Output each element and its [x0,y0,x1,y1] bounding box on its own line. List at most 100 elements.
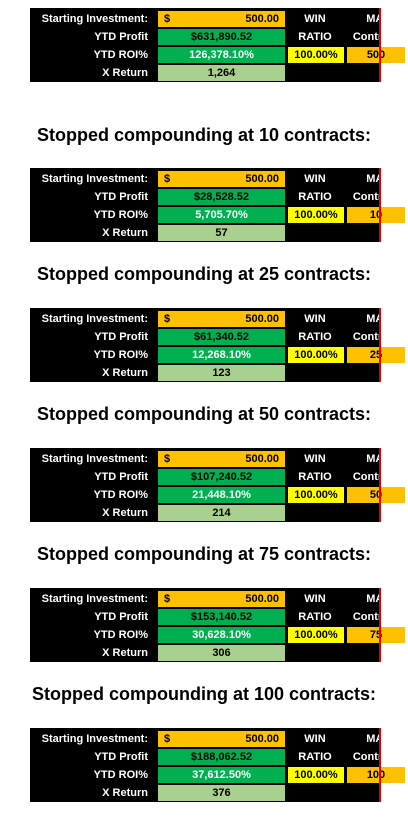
ratio-header: RATIO [298,31,332,43]
results-table: Starting Investment: $ 500.00 WIN MAX YT… [30,728,405,802]
x-return-value: 306 [158,645,285,661]
ratio-header: RATIO [298,751,332,763]
max-header: MAX [347,591,408,607]
section-title: Stopped compounding at 50 contracts: [36,404,372,424]
investment-amount: 500.00 [245,173,279,185]
max-contracts-value: 500 [347,47,405,63]
x-return-label: X Return [102,367,148,379]
ytd-profit-label: YTD Profit [94,31,148,43]
max-contracts-value: 50 [347,487,405,503]
ytd-roi-label: YTD ROI% [93,629,148,641]
contracts-header: Contracts [347,469,408,485]
contracts-header: Contracts [347,609,408,625]
x-return-label: X Return [102,67,148,79]
win-ratio-value: 100.00% [288,47,344,63]
results-table: Starting Investment: $ 500.00 WIN MAX YT… [30,168,405,242]
section-title: Stopped compounding at 100 contracts: [31,684,377,704]
ytd-profit-label: YTD Profit [94,611,148,623]
results-table: Starting Investment: $ 500.00 WIN MAX YT… [30,308,405,382]
section-title: Stopped compounding at 10 contracts: [36,125,372,145]
win-header: WIN [304,593,326,605]
max-header: MAX [347,171,408,187]
ytd-profit-value: $631,890.52 [158,29,285,45]
ratio-header: RATIO [298,191,332,203]
max-contracts-value: 25 [347,347,405,363]
win-header: WIN [304,453,326,465]
section-title: Stopped compounding at 75 contracts: [36,544,372,564]
dollar-sign: $ [164,733,171,745]
starting-investment-label: Starting Investment: [41,13,148,25]
x-return-value: 123 [158,365,285,381]
dollar-sign: $ [164,313,171,325]
red-border-line [379,168,381,242]
starting-investment-value: $ 500.00 [158,451,285,467]
win-header: WIN [304,313,326,325]
ytd-roi-value: 5,705.70% [158,207,285,223]
max-contracts-value: 100 [347,767,405,783]
dollar-sign: $ [164,593,171,605]
red-border-line [379,448,381,522]
ytd-roi-value: 12,268.10% [158,347,285,363]
results-table: Starting Investment: $ 500.00 WIN MAX YT… [30,8,405,82]
ytd-roi-value: 37,612.50% [158,767,285,783]
investment-amount: 500.00 [245,453,279,465]
red-border-line [379,728,381,802]
ytd-roi-label: YTD ROI% [93,49,148,61]
ytd-profit-label: YTD Profit [94,191,148,203]
x-return-label: X Return [102,787,148,799]
starting-investment-value: $ 500.00 [158,311,285,327]
starting-investment-value: $ 500.00 [158,591,285,607]
max-header: MAX [347,451,408,467]
max-header: MAX [347,731,408,747]
ytd-roi-value: 126,378.10% [158,47,285,63]
win-ratio-value: 100.00% [288,767,344,783]
starting-investment-label: Starting Investment: [41,593,148,605]
max-header: MAX [347,11,408,27]
ytd-profit-label: YTD Profit [94,331,148,343]
section-title: Stopped compounding at 25 contracts: [36,264,372,284]
ytd-profit-value: $188,062.52 [158,749,285,765]
win-header: WIN [304,733,326,745]
win-ratio-value: 100.00% [288,627,344,643]
contracts-header: Contracts [347,749,408,765]
x-return-value: 376 [158,785,285,801]
results-table: Starting Investment: $ 500.00 WIN MAX YT… [30,448,405,522]
results-table: Starting Investment: $ 500.00 WIN MAX YT… [30,588,405,662]
investment-amount: 500.00 [245,313,279,325]
x-return-label: X Return [102,507,148,519]
investment-amount: 500.00 [245,13,279,25]
starting-investment-value: $ 500.00 [158,171,285,187]
investment-amount: 500.00 [245,593,279,605]
starting-investment-label: Starting Investment: [41,733,148,745]
ytd-profit-label: YTD Profit [94,751,148,763]
ytd-roi-label: YTD ROI% [93,769,148,781]
dollar-sign: $ [164,13,171,25]
x-return-value: 1,264 [158,65,285,81]
win-ratio-value: 100.00% [288,347,344,363]
ratio-header: RATIO [298,471,332,483]
ytd-profit-value: $153,140.52 [158,609,285,625]
ytd-roi-label: YTD ROI% [93,489,148,501]
ytd-roi-label: YTD ROI% [93,349,148,361]
ytd-profit-label: YTD Profit [94,471,148,483]
x-return-value: 57 [158,225,285,241]
ytd-profit-value: $61,340.52 [158,329,285,345]
ytd-roi-label: YTD ROI% [93,209,148,221]
investment-amount: 500.00 [245,733,279,745]
red-border-line [379,8,381,82]
win-ratio-value: 100.00% [288,207,344,223]
ytd-profit-value: $28,528.52 [158,189,285,205]
x-return-value: 214 [158,505,285,521]
ytd-profit-value: $107,240.52 [158,469,285,485]
dollar-sign: $ [164,173,171,185]
starting-investment-value: $ 500.00 [158,11,285,27]
starting-investment-label: Starting Investment: [41,173,148,185]
win-header: WIN [304,173,326,185]
contracts-header: Contracts [347,29,408,45]
dollar-sign: $ [164,453,171,465]
red-border-line [379,308,381,382]
contracts-header: Contracts [347,329,408,345]
ratio-header: RATIO [298,611,332,623]
max-contracts-value: 75 [347,627,405,643]
max-contracts-value: 10 [347,207,405,223]
